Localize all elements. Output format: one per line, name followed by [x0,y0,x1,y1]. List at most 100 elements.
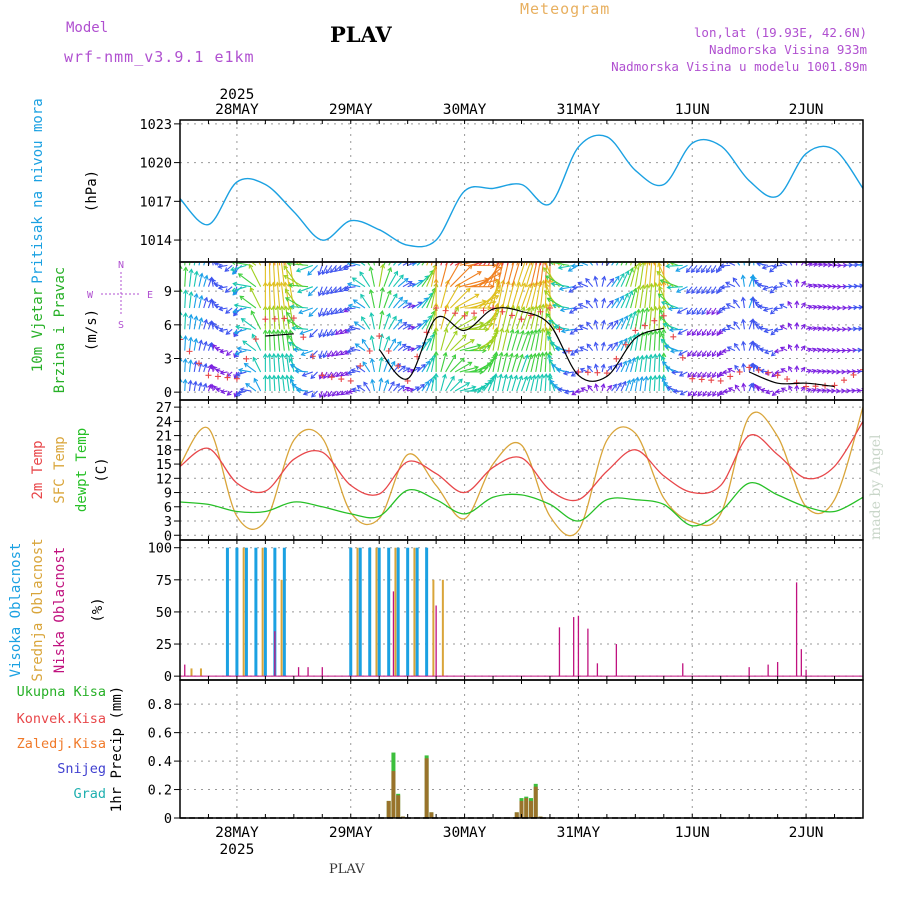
wind-arrowhead [644,283,650,289]
wind-arrowhead [283,253,287,257]
wind-arrow [649,283,653,309]
wind-speed-marker [708,377,715,384]
wind-arrowhead [275,352,281,358]
wind-arrowhead [434,255,438,258]
wind-speed-marker [480,307,487,314]
wind-arrowhead [283,235,287,239]
wind-arrow [594,320,598,330]
wind-arrowhead [508,374,514,380]
wind-arrow [554,326,570,330]
wind-arrow [397,278,409,288]
wind-arrow [454,271,482,288]
wind-arrowhead [499,250,503,254]
wind-arrowhead [621,380,627,386]
wind-arrow [506,305,515,330]
wind-arrow [280,262,285,287]
precip-convective-bar [533,786,538,818]
wind-arrow [416,275,429,288]
wind-arrow [678,350,688,356]
wind-arrow [752,363,755,372]
wind-arrow [310,371,318,379]
wind-arrowhead [696,289,701,295]
wind-arrow [278,262,281,266]
wind-arrow [630,357,635,373]
wind-arrowhead [287,235,291,239]
wind-arrowhead [608,343,613,349]
wind-arrowhead [302,390,308,396]
wind-arrowhead [553,324,559,330]
wind-arrowhead [579,346,585,351]
wind-arrow [207,262,211,266]
wind-arrow [233,282,252,288]
wind-arrow [580,368,589,373]
wind-arrowhead [514,329,520,335]
wind-arrowhead [801,280,806,286]
wind-arrowhead [236,346,242,352]
top-date-label: 31MAY [557,102,601,118]
wind-arrow [581,387,589,392]
wind-arrow [625,268,634,287]
wind-arrow [421,338,431,351]
wind-arrow [601,364,605,373]
wind-arrowhead [311,392,316,398]
model-label: Model [66,20,109,36]
wind-arrow [344,264,356,268]
wind-arrowhead [369,244,373,248]
y-tick-label: 1023 [139,117,172,133]
wind-arrowhead [346,282,352,287]
wind-arrow [276,282,281,309]
mid-cloud-bar [199,668,202,677]
wind-arrowhead [656,249,660,253]
wind-arrow [288,341,304,352]
wind-arrowhead [182,312,189,318]
wind-arrow [445,307,459,330]
wind-arrowhead [224,267,230,272]
wind-arrow [412,280,423,288]
wind-arrow [193,338,197,351]
wind-arrow [644,262,649,287]
wind-speed-marker [433,305,440,311]
wind-arrow [184,379,186,392]
wind-arrowhead [217,263,223,269]
wind-arrow [535,374,540,392]
wind-arrow [326,307,333,316]
wind-speed-marker [452,310,459,317]
wind-arrowhead [601,319,606,325]
wind-arrow [615,362,623,373]
wind-arrowhead [663,344,669,350]
wind-arrowhead [472,316,478,321]
wind-arrow [742,383,745,392]
wind-arrow [653,330,657,351]
wind-arrow [184,290,187,309]
wind-arrowhead [193,360,199,366]
wind-arrow [219,328,228,332]
wind-arrow [440,328,448,351]
wind-arrowhead [822,305,828,311]
wind-arrowhead [444,279,450,285]
wind-title-1: 10m Vjetar [30,288,46,372]
wind-arrow [281,330,285,351]
wind-arrowhead [242,340,248,346]
wind-arrow [788,344,793,351]
wind-arrowhead [267,305,273,311]
lonlat-label: lon,lat (19.93E, 42.6N) [693,25,867,40]
wind-arrow [407,304,415,309]
wind-arrowhead [535,373,541,379]
wind-arrow [378,264,384,287]
wind-arrow [347,283,361,288]
wind-arrow [295,370,309,373]
wind-arrowhead [753,319,758,325]
wind-arrow [326,329,333,337]
wind-arrow [350,347,361,352]
wind-arrowhead [525,306,531,312]
wind-arrow [525,282,535,309]
wind-arrowhead [563,389,569,395]
high-cloud-bar [425,547,429,677]
wind-arrow [670,350,683,352]
wind-arrowhead [326,331,332,337]
wind-arrowhead [292,347,298,353]
wind-arrow [691,307,698,315]
wind-arrow [712,350,717,357]
wind-arrow [483,377,495,392]
wind-arrowhead [702,373,707,379]
